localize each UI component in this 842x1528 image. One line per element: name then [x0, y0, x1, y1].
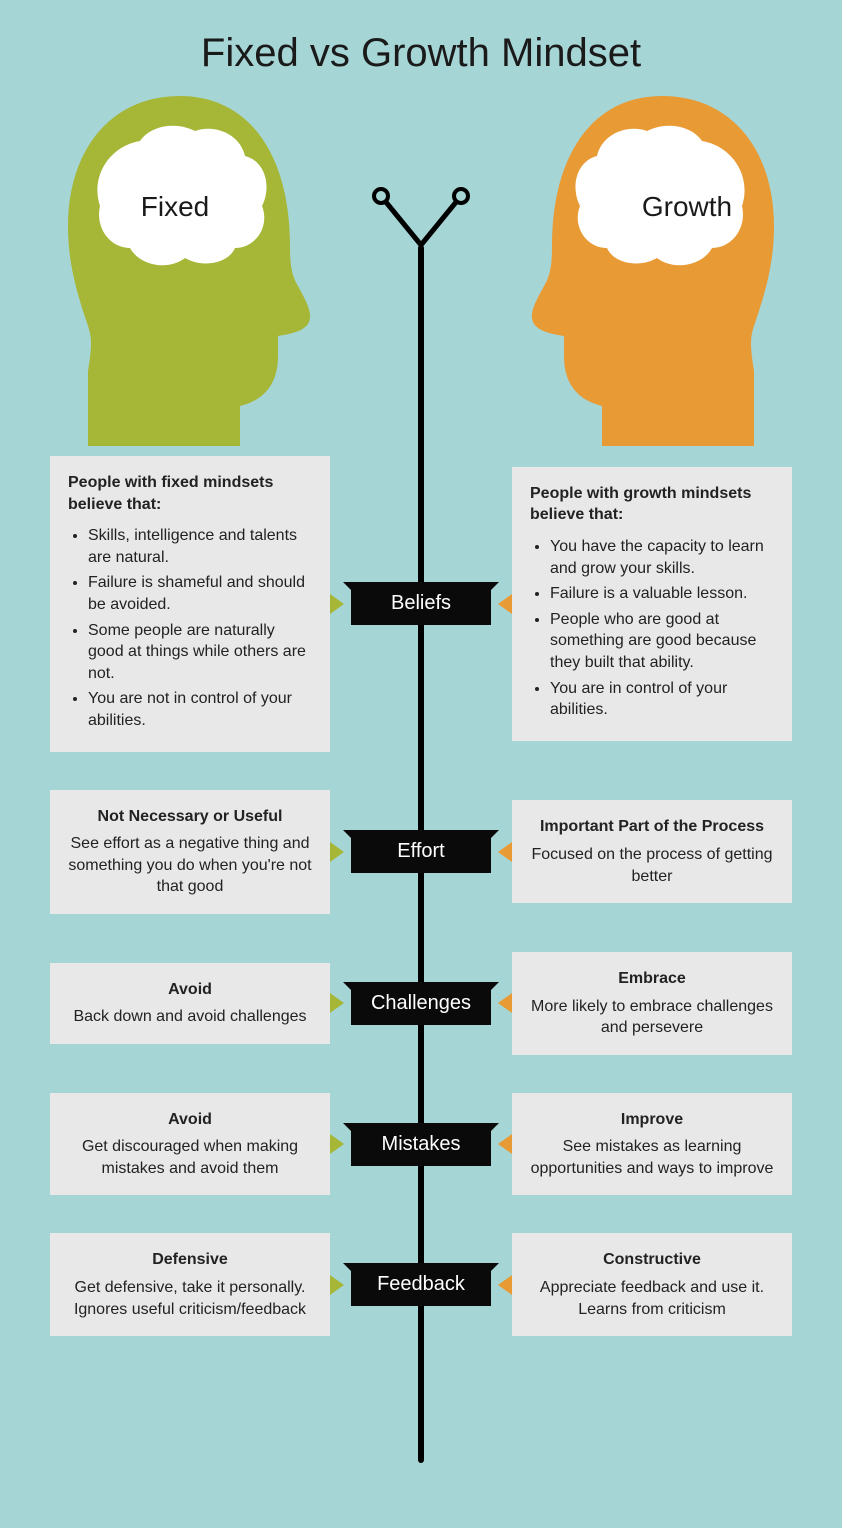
growth-challenges-card: Embrace More likely to embrace challenge…: [512, 952, 792, 1055]
row-effort: Not Necessary or Useful See effort as a …: [50, 790, 792, 914]
head-left-icon: [40, 86, 360, 456]
fixed-effort-card: Not Necessary or Useful See effort as a …: [50, 790, 330, 914]
fixed-head: Fixed: [40, 86, 360, 456]
card-title: Not Necessary or Useful: [68, 806, 312, 828]
row-mistakes: Avoid Get discouraged when making mistak…: [50, 1093, 792, 1196]
pointer-icon: [498, 594, 512, 614]
fixed-feedback-card: Defensive Get defensive, take it persona…: [50, 1233, 330, 1336]
category-label-beliefs: Beliefs: [351, 582, 491, 625]
pointer-icon: [498, 1275, 512, 1295]
pointer-icon: [498, 842, 512, 862]
growth-mistakes-card: Improve See mistakes as learning opportu…: [512, 1093, 792, 1196]
card-body: More likely to embrace challenges and pe…: [530, 996, 774, 1039]
growth-feedback-card: Constructive Appreciate feedback and use…: [512, 1233, 792, 1336]
list-item: You have the capacity to learn and grow …: [550, 536, 774, 579]
pointer-icon: [330, 993, 344, 1013]
card-title: Embrace: [530, 968, 774, 990]
list-item: Skills, intelligence and talents are nat…: [88, 525, 312, 568]
card-title: Constructive: [530, 1249, 774, 1271]
row-challenges: Avoid Back down and avoid challenges Cha…: [50, 952, 792, 1055]
card-body: Appreciate feedback and use it. Learns f…: [530, 1277, 774, 1320]
category-label-feedback: Feedback: [351, 1263, 491, 1306]
beliefs-list-growth: You have the capacity to learn and grow …: [530, 536, 774, 721]
row-beliefs: People with fixed mindsets believe that:…: [50, 456, 792, 752]
card-title: Defensive: [68, 1249, 312, 1271]
card-body: See effort as a negative thing and somet…: [68, 833, 312, 898]
fixed-mistakes-card: Avoid Get discouraged when making mistak…: [50, 1093, 330, 1196]
growth-effort-card: Important Part of the Process Focused on…: [512, 800, 792, 903]
main-title: Fixed vs Growth Mindset: [50, 30, 792, 76]
fixed-beliefs-card: People with fixed mindsets believe that:…: [50, 456, 330, 752]
connector-y-icon: [371, 190, 471, 250]
head-right-icon: [482, 86, 802, 456]
pointer-icon: [330, 1134, 344, 1154]
beliefs-list-fixed: Skills, intelligence and talents are nat…: [68, 525, 312, 731]
card-title: People with fixed mindsets believe that:: [68, 472, 312, 515]
list-item: You are not in control of your abilities…: [88, 688, 312, 731]
card-body: Focused on the process of getting better: [530, 844, 774, 887]
pointer-icon: [330, 594, 344, 614]
row-feedback: Defensive Get defensive, take it persona…: [50, 1233, 792, 1336]
card-title: Avoid: [68, 1109, 312, 1131]
pointer-icon: [498, 993, 512, 1013]
card-title: Improve: [530, 1109, 774, 1131]
pointer-icon: [330, 1275, 344, 1295]
growth-head: Growth: [482, 86, 802, 456]
category-label-effort: Effort: [351, 830, 491, 873]
list-item: People who are good at something are goo…: [550, 609, 774, 674]
category-label-mistakes: Mistakes: [351, 1123, 491, 1166]
growth-label: Growth: [627, 191, 747, 223]
fixed-label: Fixed: [115, 191, 235, 223]
growth-beliefs-card: People with growth mindsets believe that…: [512, 467, 792, 741]
list-item: Failure is a valuable lesson.: [550, 583, 774, 605]
card-body: Get defensive, take it personally. Ignor…: [68, 1277, 312, 1320]
list-item: Some people are naturally good at things…: [88, 620, 312, 685]
card-title: Avoid: [68, 979, 312, 1001]
card-title: Important Part of the Process: [530, 816, 774, 838]
list-item: You are in control of your abilities.: [550, 678, 774, 721]
pointer-icon: [330, 842, 344, 862]
card-title: People with growth mindsets believe that…: [530, 483, 774, 526]
card-body: See mistakes as learning opportunities a…: [530, 1136, 774, 1179]
card-body: Back down and avoid challenges: [68, 1006, 312, 1028]
infographic-page: Fixed vs Growth Mindset Fixed Growth: [0, 0, 842, 1528]
pointer-icon: [498, 1134, 512, 1154]
category-label-challenges: Challenges: [351, 982, 491, 1025]
comparison-rows: People with fixed mindsets believe that:…: [50, 456, 792, 1336]
list-item: Failure is shameful and should be avoide…: [88, 572, 312, 615]
fixed-challenges-card: Avoid Back down and avoid challenges: [50, 963, 330, 1044]
card-body: Get discouraged when making mistakes and…: [68, 1136, 312, 1179]
